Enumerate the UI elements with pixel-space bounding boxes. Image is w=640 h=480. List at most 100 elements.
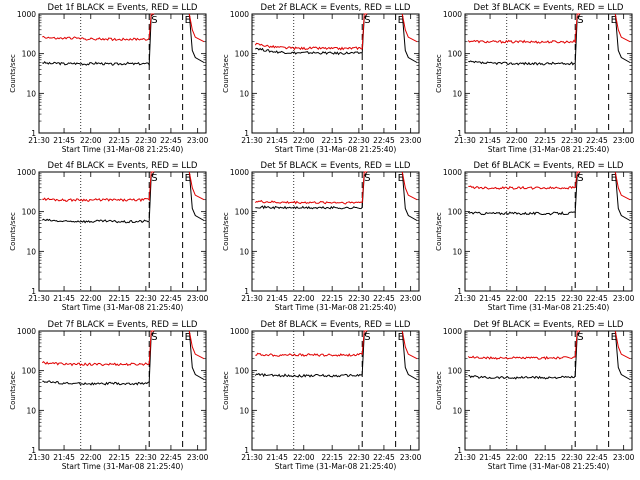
x-tick-label: 22:15: [321, 453, 343, 462]
x-axis-label: Start Time (31-Mar-08 21:25:40): [275, 145, 397, 154]
x-tick-label: 22:45: [373, 136, 395, 145]
y-tick-label: 1: [31, 446, 36, 455]
x-tick-label: 22:30: [561, 136, 583, 145]
x-tick-label: 22:30: [561, 294, 583, 303]
marker-label: E: [398, 173, 404, 184]
marker-label: E: [611, 173, 617, 184]
plot-frame: [464, 171, 633, 292]
x-tick-label: 21:45: [266, 294, 288, 303]
x-tick-label: 22:45: [586, 136, 608, 145]
series-events-line: [255, 171, 368, 210]
y-tick-label: 100: [448, 367, 463, 376]
series-events-tail: [401, 171, 418, 221]
x-tick-label: 21:30: [28, 453, 50, 462]
plot-frame: [251, 330, 420, 451]
y-tick-label: 100: [22, 208, 37, 217]
y-axis-label: Counts/sec: [222, 212, 230, 251]
y-tick-label: 100: [22, 367, 37, 376]
marker-label: E: [398, 15, 404, 26]
series-lld-tail: [188, 330, 205, 360]
y-tick-label: 1000: [443, 10, 462, 19]
y-tick-label: 10: [26, 406, 36, 415]
marker-label: S: [577, 15, 583, 26]
y-tick-label: 1000: [443, 168, 462, 177]
x-tick-label: 23:00: [400, 453, 422, 462]
plot-frame: [251, 13, 420, 134]
x-tick-label: 21:45: [266, 136, 288, 145]
x-tick-label: 22:15: [534, 136, 556, 145]
panel-title: Det 4f BLACK = Events, RED = LLD: [48, 161, 198, 171]
panel-det-7: Det 7f BLACK = Events, RED = LLD 1 10 100 10…: [9, 320, 209, 471]
series-events-tail: [614, 330, 631, 380]
x-tick-label: 22:30: [135, 453, 157, 462]
panel-title: Det 3f BLACK = Events, RED = LLD: [474, 3, 624, 13]
y-axis-label: Counts/sec: [9, 371, 17, 410]
x-tick-label: 22:45: [160, 294, 182, 303]
y-axis-label: Counts/sec: [9, 54, 17, 93]
x-tick-label: 23:00: [613, 294, 635, 303]
marker-label: E: [185, 15, 191, 26]
x-tick-label: 22:15: [108, 294, 130, 303]
marker-label: S: [151, 332, 157, 343]
x-tick-label: 22:45: [586, 294, 608, 303]
y-axis-label: Counts/sec: [222, 54, 230, 93]
x-tick-label: 23:00: [400, 294, 422, 303]
series-events-line: [467, 171, 581, 216]
x-tick-label: 23:00: [400, 136, 422, 145]
x-axis-label: Start Time (31-Mar-08 21:25:40): [62, 145, 184, 154]
panel-det-3: Det 3f BLACK = Events, RED = LLD 1 10 100 10…: [435, 3, 635, 154]
x-tick-label: 22:00: [293, 294, 315, 303]
series-lld-tail: [401, 171, 418, 201]
series-lld-line: [254, 171, 368, 205]
y-tick-label: 1000: [17, 168, 36, 177]
x-tick-label: 22:00: [506, 453, 528, 462]
marker-label: S: [364, 332, 370, 343]
y-tick-label: 1: [31, 129, 36, 138]
series-lld-line: [254, 13, 368, 51]
series-events-tail: [188, 171, 205, 221]
series-events-line: [255, 13, 368, 56]
y-tick-label: 10: [239, 89, 249, 98]
series-lld-tail: [188, 13, 205, 43]
y-tick-label: 1: [244, 287, 249, 296]
y-tick-label: 100: [448, 208, 463, 217]
series-events-line: [468, 13, 581, 66]
x-tick-label: 22:00: [293, 136, 315, 145]
y-tick-label: 1: [457, 129, 462, 138]
x-tick-label: 21:30: [454, 453, 476, 462]
x-tick-label: 21:45: [53, 294, 75, 303]
x-tick-label: 21:45: [479, 294, 501, 303]
x-tick-label: 22:30: [348, 294, 370, 303]
x-tick-label: 22:15: [108, 453, 130, 462]
y-tick-label: 1: [457, 287, 462, 296]
y-tick-label: 10: [26, 247, 36, 256]
series-events-tail: [188, 330, 205, 380]
y-tick-label: 1000: [17, 10, 36, 19]
y-tick-label: 100: [235, 208, 250, 217]
plot-frame: [38, 330, 207, 451]
x-axis-label: Start Time (31-Mar-08 21:25:40): [275, 462, 397, 471]
panel-title: Det 1f BLACK = Events, RED = LLD: [48, 3, 198, 13]
y-axis-label: Counts/sec: [435, 212, 443, 251]
x-tick-label: 22:00: [80, 453, 102, 462]
y-tick-label: 100: [235, 50, 250, 59]
x-tick-label: 22:15: [321, 294, 343, 303]
panel-det-5: Det 5f BLACK = Events, RED = LLD 1 10 100 10…: [222, 161, 422, 312]
marker-label: E: [611, 332, 617, 343]
series-lld-line: [42, 13, 155, 42]
x-tick-label: 23:00: [187, 294, 209, 303]
panel-title: Det 7f BLACK = Events, RED = LLD: [48, 320, 198, 330]
x-tick-label: 21:30: [28, 294, 50, 303]
panel-det-8: Det 8f BLACK = Events, RED = LLD 1 10 100 10…: [222, 320, 422, 471]
x-axis-label: Start Time (31-Mar-08 21:25:40): [275, 303, 397, 312]
y-tick-label: 10: [239, 247, 249, 256]
x-tick-label: 22:00: [506, 136, 528, 145]
x-tick-label: 22:30: [348, 136, 370, 145]
x-axis-label: Start Time (31-Mar-08 21:25:40): [488, 145, 610, 154]
x-tick-label: 21:30: [454, 136, 476, 145]
x-tick-label: 22:45: [373, 453, 395, 462]
plot-frame: [464, 330, 633, 451]
marker-label: S: [364, 173, 370, 184]
y-tick-label: 1000: [230, 327, 249, 336]
x-tick-label: 22:30: [135, 136, 157, 145]
